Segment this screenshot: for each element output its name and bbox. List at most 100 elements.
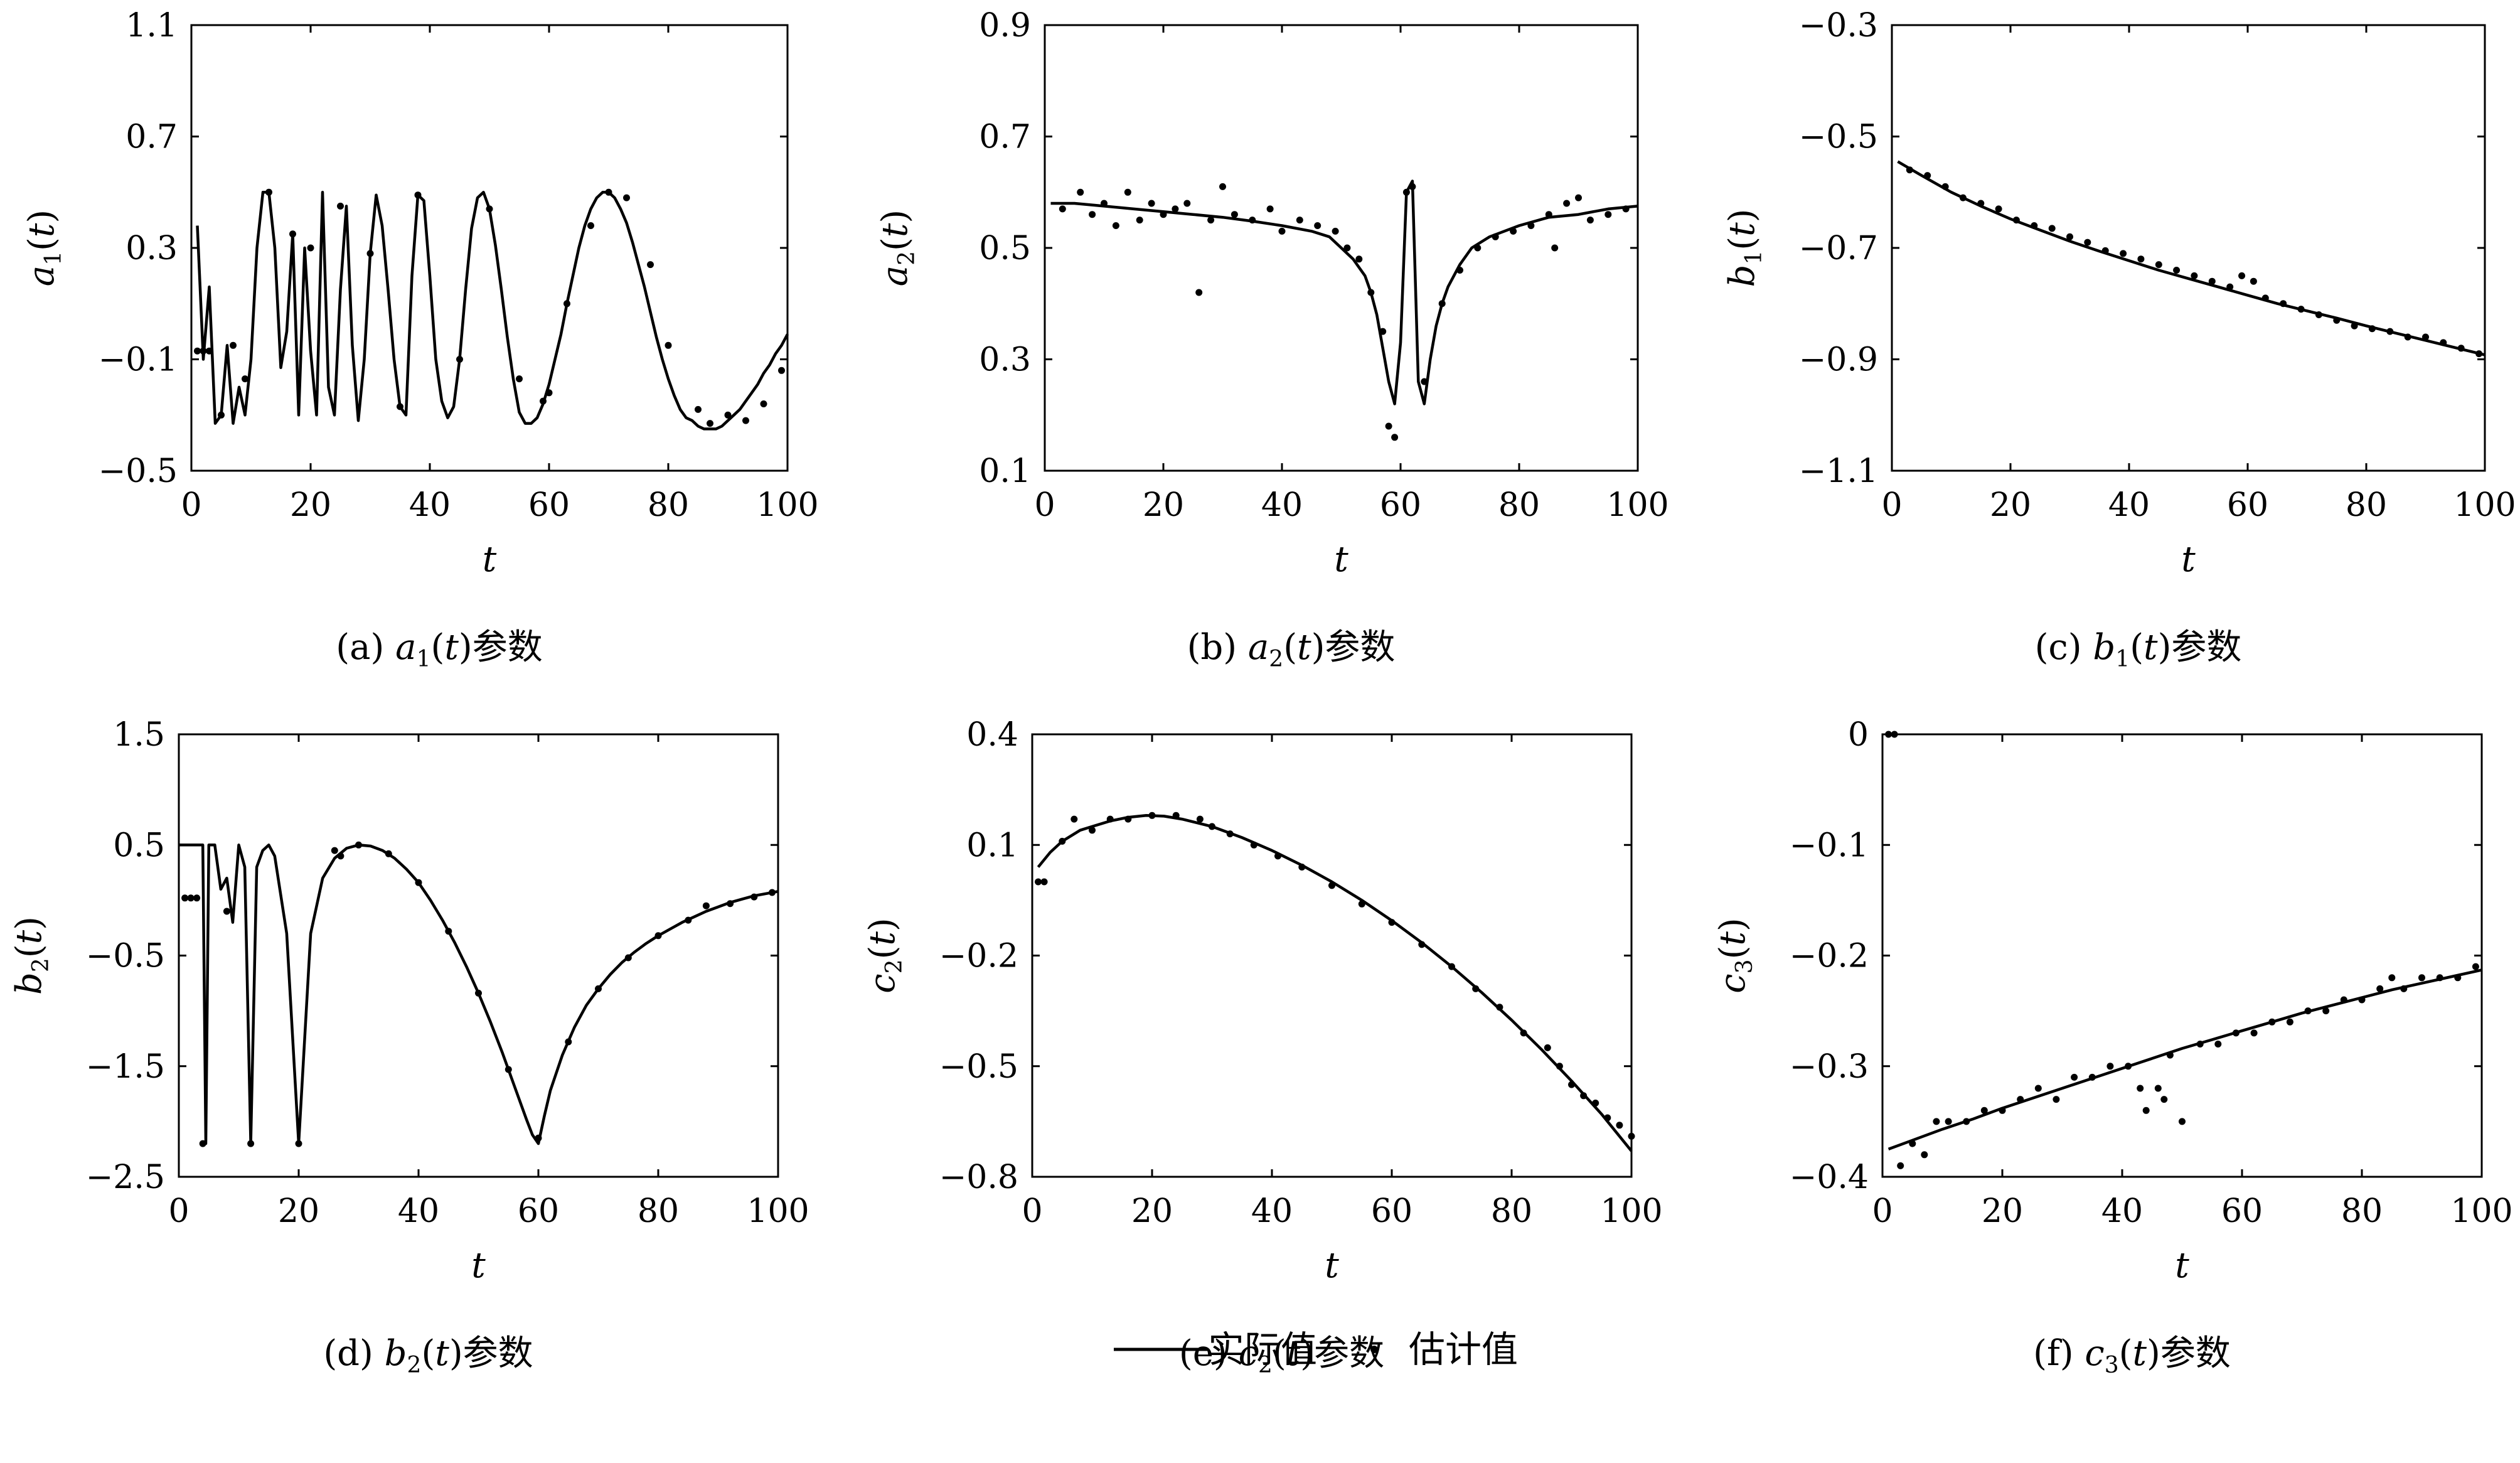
y-tick-label: 0.5 <box>113 827 165 864</box>
estimated-point <box>1148 200 1155 207</box>
estimated-point <box>1196 815 1204 823</box>
estimated-point <box>1172 812 1180 819</box>
estimated-point <box>2101 247 2109 254</box>
x-tick-label: 20 <box>290 486 331 524</box>
estimated-point <box>1314 222 1321 229</box>
estimated-point <box>685 916 692 924</box>
y-tick-label: 0.9 <box>979 7 1031 45</box>
estimated-point <box>193 894 201 902</box>
estimated-point <box>2472 963 2479 970</box>
estimated-point <box>1933 1118 1940 1125</box>
panel-b1: 0 20 40 60 80 100 −1.1 −0.9 −0.7 −0.5 −0.3 t b1(t) (c… <box>1722 7 2516 672</box>
estimated-point <box>1391 434 1399 441</box>
estimated-point <box>1226 830 1234 838</box>
estimated-point <box>2066 233 2073 240</box>
y-axis-label: a1(t) <box>21 210 67 287</box>
estimated-point <box>505 1066 512 1073</box>
estimated-point <box>1136 217 1143 224</box>
series-estimated-c3 <box>1885 731 2479 1169</box>
estimated-point <box>1209 823 1215 830</box>
x-tick-label: 100 <box>2450 1192 2512 1230</box>
estimated-point <box>2422 333 2429 341</box>
estimated-point <box>1077 188 1084 196</box>
estimated-point <box>1385 422 1392 430</box>
estimated-point <box>1249 217 1256 224</box>
y-tick-label: −0.5 <box>1799 119 1878 156</box>
estimated-point <box>1999 1107 2006 1114</box>
estimated-point <box>2250 1029 2258 1037</box>
series-estimated-a1 <box>194 188 785 427</box>
panel-caption: (a) a1(t)参数 <box>336 627 542 672</box>
estimated-point <box>2280 300 2287 308</box>
estimated-point <box>565 1038 572 1046</box>
x-tick-label: 80 <box>2346 486 2387 524</box>
estimated-point <box>2340 996 2347 1004</box>
estimated-point <box>2084 238 2091 246</box>
panel-caption: (f) c3(t)参数 <box>2033 1333 2231 1378</box>
y-tick-label: −0.8 <box>939 1159 1018 1196</box>
legend-estimated-dot <box>1370 1346 1378 1353</box>
estimated-point <box>2179 1118 2186 1125</box>
estimated-point <box>1059 837 1066 845</box>
y-tick-label: 1.1 <box>125 7 178 45</box>
estimated-point <box>1496 1004 1503 1011</box>
estimated-point <box>475 989 482 997</box>
estimated-point <box>1472 985 1480 992</box>
estimated-point <box>1219 183 1226 190</box>
y-tick-label: −0.5 <box>939 1048 1018 1086</box>
estimated-point <box>2436 974 2443 982</box>
x-tick-label: 20 <box>1131 1192 1173 1230</box>
y-tick-label: 0.1 <box>979 453 1031 490</box>
estimated-point <box>2071 1073 2078 1081</box>
estimated-point <box>1568 1081 1575 1088</box>
estimated-point <box>206 347 213 355</box>
estimated-point <box>2088 1073 2096 1081</box>
estimated-point <box>1421 378 1428 385</box>
y-tick-label: 0.3 <box>979 341 1031 379</box>
estimated-point <box>1474 244 1482 252</box>
series-estimated-c2 <box>1035 812 1635 1140</box>
estimated-point <box>1070 815 1078 823</box>
estimated-point <box>2376 985 2384 992</box>
estimated-point <box>587 222 594 229</box>
y-tick-label: 0.7 <box>979 119 1031 156</box>
estimated-point <box>1343 244 1351 252</box>
estimated-point <box>665 341 672 349</box>
estimated-point <box>415 879 422 886</box>
estimated-point <box>1388 919 1396 926</box>
estimated-point <box>2232 1029 2240 1037</box>
estimated-point <box>2400 985 2408 992</box>
y-tick-label: −0.3 <box>1790 1048 1869 1086</box>
estimated-point <box>1628 1132 1635 1140</box>
estimated-point <box>2214 1041 2222 1048</box>
estimated-point <box>397 403 403 410</box>
estimated-point <box>1575 194 1582 201</box>
estimated-point <box>769 889 776 896</box>
x-tick-label: 60 <box>518 1192 559 1230</box>
estimated-point <box>1551 244 1559 252</box>
estimated-point <box>456 356 463 363</box>
y-tick-label: 0.5 <box>979 230 1031 267</box>
estimated-point <box>1332 227 1339 235</box>
estimated-point <box>199 1140 206 1147</box>
series-estimated-a2 <box>1059 183 1630 441</box>
panel-caption: (d) b2(t)参数 <box>323 1333 533 1378</box>
estimated-point <box>516 375 523 383</box>
estimated-point <box>1448 963 1455 970</box>
estimated-point <box>1622 205 1630 213</box>
x-axis-label: t <box>1334 539 1348 580</box>
x-tick-label: 0 <box>1872 1192 1893 1230</box>
estimated-point <box>2142 1107 2150 1114</box>
x-tick-label: 40 <box>1251 1192 1293 1230</box>
estimated-point <box>355 841 362 849</box>
series-actual-line-c2 <box>1037 814 1633 1152</box>
estimated-point <box>2012 217 2020 224</box>
x-tick-label: 40 <box>2101 1192 2143 1230</box>
y-axis-label: b2(t) <box>9 916 54 995</box>
estimated-point <box>2457 345 2465 352</box>
estimated-point <box>2137 255 2145 263</box>
estimated-point <box>1921 1151 1928 1159</box>
estimated-point <box>1456 267 1463 274</box>
panel-c2: 0 20 40 60 80 100 −0.8 −0.5 −0.2 0.1 0.4 t c2(t) (e) … <box>862 716 1663 1378</box>
estimated-point <box>1492 233 1499 240</box>
